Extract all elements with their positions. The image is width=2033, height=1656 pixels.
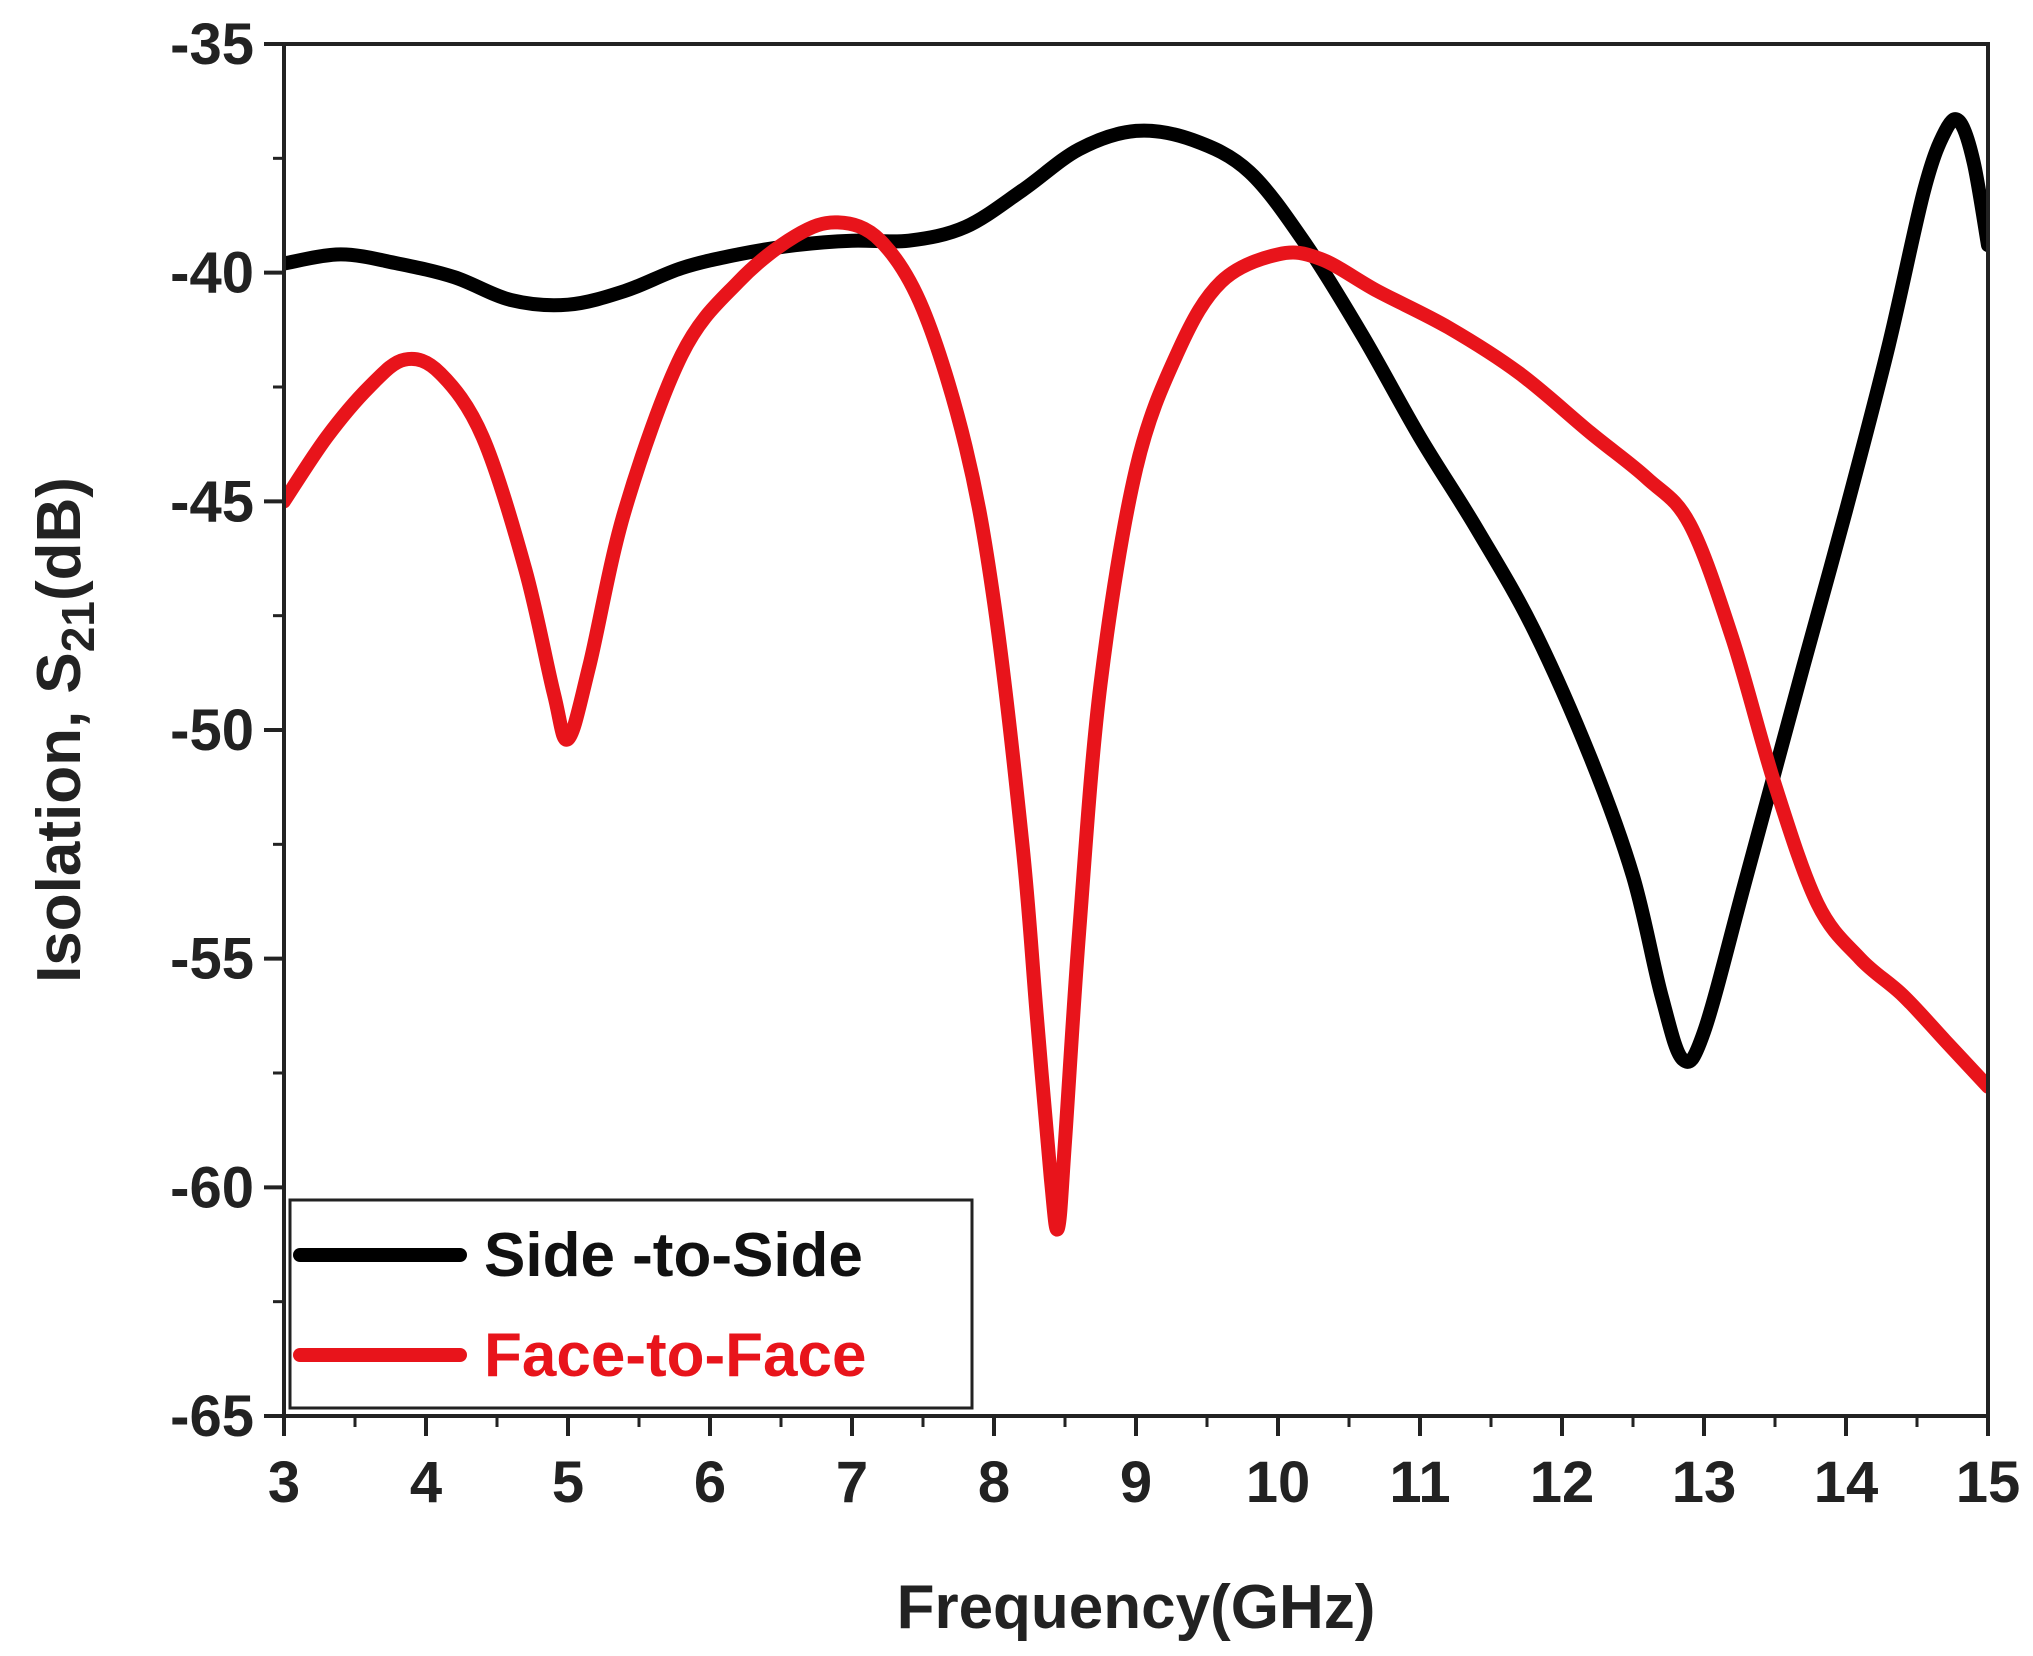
x-axis-title: Frequency(GHz) bbox=[897, 1573, 1376, 1642]
x-tick-label: 3 bbox=[268, 1450, 300, 1515]
x-tick-label: 13 bbox=[1672, 1450, 1737, 1515]
x-tick-label: 5 bbox=[552, 1450, 584, 1515]
x-tick-label: 4 bbox=[410, 1450, 442, 1515]
series-line-face-to-face bbox=[284, 215, 1988, 1237]
y-tick-label: -35 bbox=[170, 12, 254, 77]
legend: Side -to-Side Face-to-Face bbox=[288, 1198, 974, 1410]
y-tick-label: -65 bbox=[170, 1384, 254, 1449]
y-tick-label: -55 bbox=[170, 927, 254, 992]
series-line-side-to-side bbox=[284, 112, 1988, 1069]
y-tick-label: -50 bbox=[170, 698, 254, 763]
x-tick-label: 8 bbox=[978, 1450, 1010, 1515]
x-tick-label: 14 bbox=[1814, 1450, 1879, 1515]
x-tick-label: 10 bbox=[1246, 1450, 1311, 1515]
x-tick-label: 9 bbox=[1120, 1450, 1152, 1515]
y-axis-title-subscript: 21 bbox=[52, 601, 104, 652]
series-layer bbox=[284, 112, 1988, 1237]
y-axis-title: Isolation, S21(dB) bbox=[25, 477, 104, 983]
x-tick-label: 15 bbox=[1956, 1450, 2021, 1515]
y-tick-label: -45 bbox=[170, 469, 254, 534]
y-tick-label: -60 bbox=[170, 1155, 254, 1220]
y-axis-title-unit: (dB) bbox=[25, 477, 94, 601]
y-axis-title-main: Isolation, S bbox=[25, 652, 94, 983]
x-tick-label: 7 bbox=[836, 1450, 868, 1515]
legend-box bbox=[288, 1198, 974, 1410]
legend-label-side-to-side: Side -to-Side bbox=[484, 1221, 863, 1290]
ticks-layer: 3 4 5 6 7 8 9 10 11 12 13 14 15 -35 -40 -45 -50 -55 -60 -65 bbox=[170, 12, 2020, 1515]
y-tick-label: -40 bbox=[170, 241, 254, 306]
legend-label-face-to-face: Face-to-Face bbox=[484, 1321, 866, 1390]
x-tick-label: 12 bbox=[1530, 1450, 1595, 1515]
x-tick-label: 6 bbox=[694, 1450, 726, 1515]
x-tick-label: 11 bbox=[1389, 1450, 1450, 1515]
